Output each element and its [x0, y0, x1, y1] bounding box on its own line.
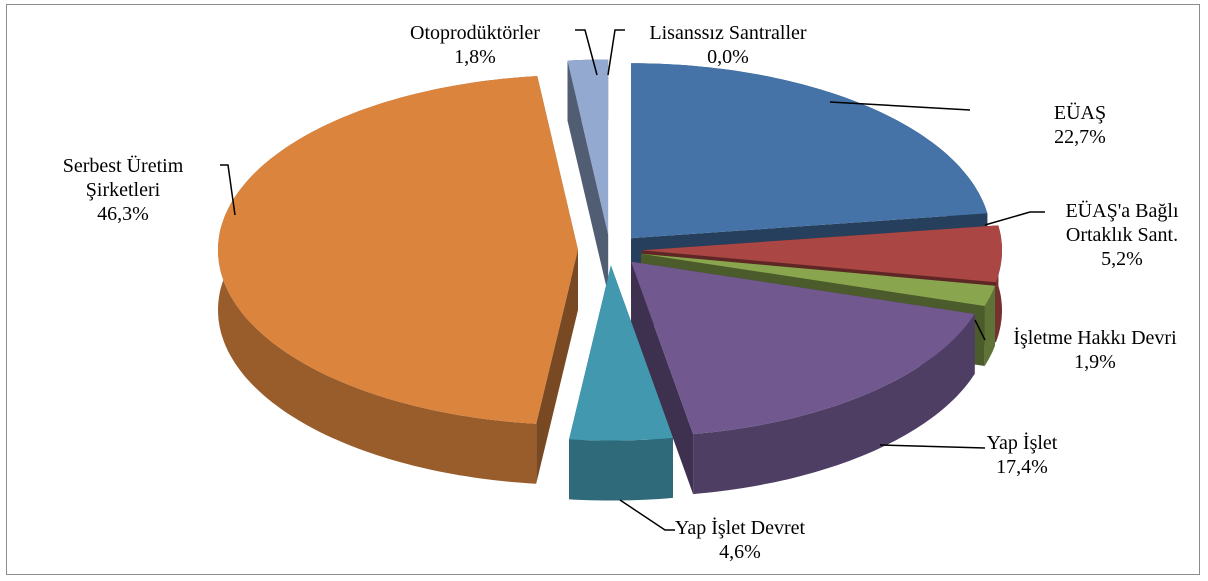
slice-side	[536, 250, 578, 484]
value-label: 5,2%	[1101, 248, 1143, 270]
slice	[631, 261, 975, 435]
slice-side	[569, 437, 673, 501]
slice	[218, 76, 578, 424]
data-label: EÜAŞ'a Bağlı Ortaklık Sant. 5,2%	[1032, 199, 1208, 271]
slice	[569, 265, 673, 441]
data-label: Yap İşlet 17,4%	[962, 431, 1082, 479]
slice	[631, 63, 988, 239]
category-label: EÜAŞ'a Bağlı Ortaklık Sant.	[1065, 200, 1179, 246]
slice	[642, 225, 1002, 283]
value-label: 1,9%	[1074, 351, 1116, 373]
slice	[567, 59, 609, 235]
leader-line	[220, 164, 236, 216]
data-label: EÜAŞ 22,7%	[1020, 101, 1140, 149]
category-label: İşletme Hakkı Devri	[1013, 327, 1177, 349]
slice-side	[984, 285, 995, 366]
leader-line	[607, 29, 625, 76]
data-label: İşletme Hakkı Devri 1,9%	[975, 326, 1208, 374]
leader-line	[829, 101, 971, 111]
value-label: 1,8%	[454, 46, 496, 68]
data-label: Serbest Üretim Şirketleri 46,3%	[48, 154, 198, 226]
data-label: Yap İşlet Devret 4,6%	[640, 516, 840, 564]
leader-line	[879, 444, 986, 449]
category-label: Otoprodüktörler	[410, 22, 540, 44]
value-label: 46,3%	[97, 203, 149, 225]
value-label: 17,4%	[996, 456, 1048, 478]
leader-line	[619, 499, 675, 531]
category-label: Yap İşlet Devret	[674, 517, 806, 539]
leader-line	[974, 319, 986, 341]
slice-side	[567, 60, 609, 295]
chart-frame	[6, 4, 1200, 575]
value-label: 4,6%	[719, 541, 761, 563]
slice-side	[631, 261, 694, 495]
category-label: EÜAŞ	[1053, 102, 1107, 124]
data-label: Otoprodüktörler 1,8%	[375, 21, 575, 69]
value-label: 22,7%	[1054, 126, 1106, 148]
value-label: 0,0%	[707, 46, 749, 68]
category-label: Lisanssız Santraller	[649, 22, 807, 44]
data-label: Lisanssız Santraller 0,0%	[608, 21, 848, 69]
leader-line	[984, 211, 1045, 226]
slice-side	[693, 314, 975, 495]
slice	[641, 253, 995, 306]
category-label: Yap İşlet	[986, 432, 1058, 454]
leader-line	[575, 29, 598, 76]
category-label: Serbest Üretim Şirketleri	[62, 155, 184, 201]
